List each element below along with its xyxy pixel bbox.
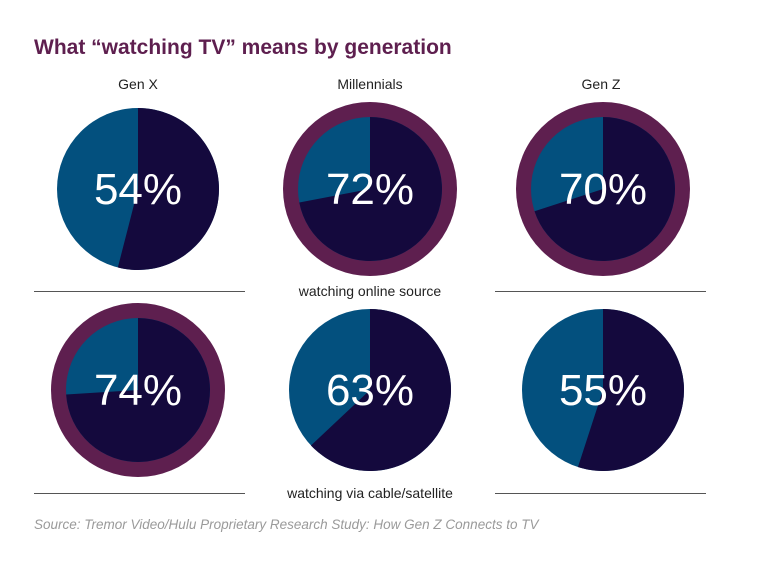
pie-slice-cable-millennials <box>310 309 451 471</box>
pie-slice-cable-gen-z <box>577 309 684 472</box>
divider-left-cable <box>34 493 245 494</box>
value-label-online-gen-x: 54% <box>94 165 182 214</box>
divider-right-online <box>495 291 706 292</box>
row-label-cable: watching via cable/satellite <box>287 485 453 501</box>
pie-slice-online-gen-z <box>534 117 675 262</box>
pie-slice-online-gen-x <box>117 107 220 271</box>
column-label-gen-z: Gen Z <box>581 76 621 92</box>
row-label-online: watching online source <box>298 283 442 299</box>
chart-title: What “watching TV” means by generation <box>34 36 452 59</box>
value-label-cable-gen-x: 74% <box>94 366 182 415</box>
pie-slice-cable-gen-x <box>66 318 210 463</box>
value-label-cable-millennials: 63% <box>326 366 414 415</box>
divider-right-cable <box>495 493 706 494</box>
column-label-gen-x: Gen X <box>118 76 158 92</box>
value-label-cable-gen-z: 55% <box>559 366 647 415</box>
pie-slice-online-millennials <box>299 117 443 261</box>
value-label-online-gen-z: 70% <box>559 165 647 214</box>
value-label-online-millennials: 72% <box>326 165 414 214</box>
column-label-millennials: Millennials <box>337 76 403 92</box>
divider-left-online <box>34 291 245 292</box>
source-note: Source: Tremor Video/Hulu Proprietary Re… <box>34 517 539 532</box>
